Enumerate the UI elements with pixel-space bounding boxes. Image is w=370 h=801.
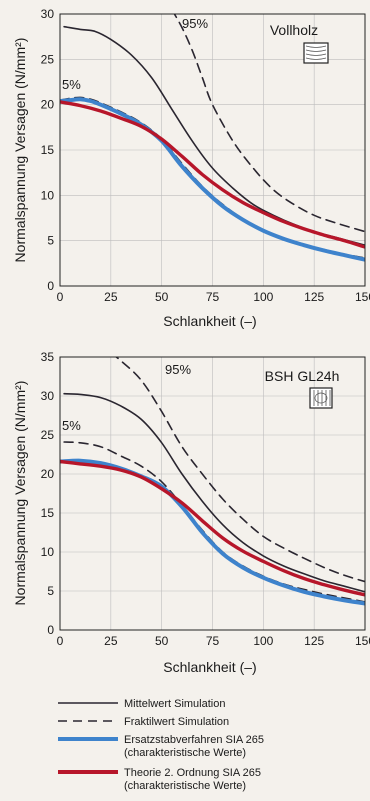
x-tick-label: 125	[304, 634, 324, 648]
y-tick-label: 15	[41, 506, 55, 520]
ticks-bsh: 0 25 50 75 100 125 150 0 5 10 15 20 25 30 35	[41, 350, 370, 648]
legend: Mittelwert Simulation Fraktilwert Simula…	[58, 698, 264, 792]
series-line-theorie	[60, 100, 365, 249]
x-tick-label: 25	[104, 290, 118, 304]
y-tick-label: 20	[41, 98, 55, 112]
y-tick-label: 0	[47, 623, 54, 637]
x-tick-label: 150	[355, 290, 370, 304]
x-axis-label-bsh: Schlankheit (–)	[163, 659, 256, 675]
legend-label-fraktil: Fraktilwert Simulation	[124, 716, 229, 728]
x-tick-label: 50	[155, 634, 169, 648]
plot-frame-vollholz	[59, 13, 366, 287]
y-tick-label: 25	[41, 52, 55, 66]
y-tick-label: 10	[41, 545, 55, 559]
y-tick-label: 35	[41, 350, 55, 364]
legend-label-ersatz-sub: (charakteristische Werte)	[124, 747, 246, 759]
y-tick-label: 20	[41, 467, 55, 481]
ticks-vollholz: 0 25 50 75 100 125 150 0 5 10 15 20 25 30	[41, 7, 370, 304]
x-tick-label: 100	[253, 634, 273, 648]
series-line-ersatz	[60, 458, 365, 606]
legend-label-theorie-sub: (charakteristische Werte)	[124, 780, 246, 792]
series-bsh	[60, 357, 365, 606]
x-tick-label: 75	[206, 634, 220, 648]
y-tick-label: 30	[41, 389, 55, 403]
y-tick-label: 10	[41, 188, 55, 202]
y-tick-label: 0	[47, 279, 54, 293]
x-tick-label: 0	[57, 634, 64, 648]
y-axis-label-vollholz: Normalspannung Versagen (N/mm²)	[12, 38, 28, 263]
y-tick-label: 5	[47, 584, 54, 598]
x-tick-label: 0	[57, 290, 64, 304]
annotation-95-vollholz: 95%	[182, 16, 208, 31]
x-tick-label: 125	[304, 290, 324, 304]
chart-title-bsh: BSH GL24h	[265, 368, 340, 384]
chart-bsh: 0 25 50 75 100 125 150 0 5 10 15 20 25 30 35 BSH GL24h…	[12, 350, 370, 675]
x-tick-label: 150	[355, 634, 370, 648]
y-tick-label: 5	[47, 234, 54, 248]
y-tick-label: 25	[41, 428, 55, 442]
plot-frame-bsh	[59, 356, 366, 631]
annotation-95-bsh: 95%	[165, 362, 191, 377]
chart-vollholz: 0 25 50 75 100 125 150 0 5 10 15 20 25 30 Vollholz 95…	[12, 7, 370, 329]
x-tick-label: 50	[155, 290, 169, 304]
x-tick-label: 25	[104, 634, 118, 648]
legend-label-theorie: Theorie 2. Ordnung SIA 265	[124, 767, 261, 779]
annotation-5-vollholz: 5%	[62, 77, 81, 92]
vollholz-wood-icon	[303, 42, 329, 64]
legend-label-mittel: Mittelwert Simulation	[124, 698, 225, 710]
y-tick-label: 15	[41, 143, 55, 157]
y-tick-label: 30	[41, 7, 55, 21]
x-tick-label: 75	[206, 290, 220, 304]
annotation-5-bsh: 5%	[62, 418, 81, 433]
series-vollholz	[60, 14, 365, 262]
legend-label-ersatz: Ersatzstabverfahren SIA 265	[124, 734, 264, 746]
series-line-mittel	[63, 392, 365, 593]
x-tick-label: 100	[253, 290, 273, 304]
series-line-fraktil95	[114, 357, 365, 583]
y-axis-label-bsh: Normalspannung Versagen (N/mm²)	[12, 381, 28, 606]
series-line-fraktil95	[173, 14, 365, 233]
chart-title-vollholz: Vollholz	[270, 22, 318, 38]
series-line-ersatz	[60, 97, 365, 262]
bsh-glulam-icon	[309, 387, 333, 409]
x-axis-label-vollholz: Schlankheit (–)	[163, 313, 256, 329]
series-line-theorie	[60, 459, 365, 597]
